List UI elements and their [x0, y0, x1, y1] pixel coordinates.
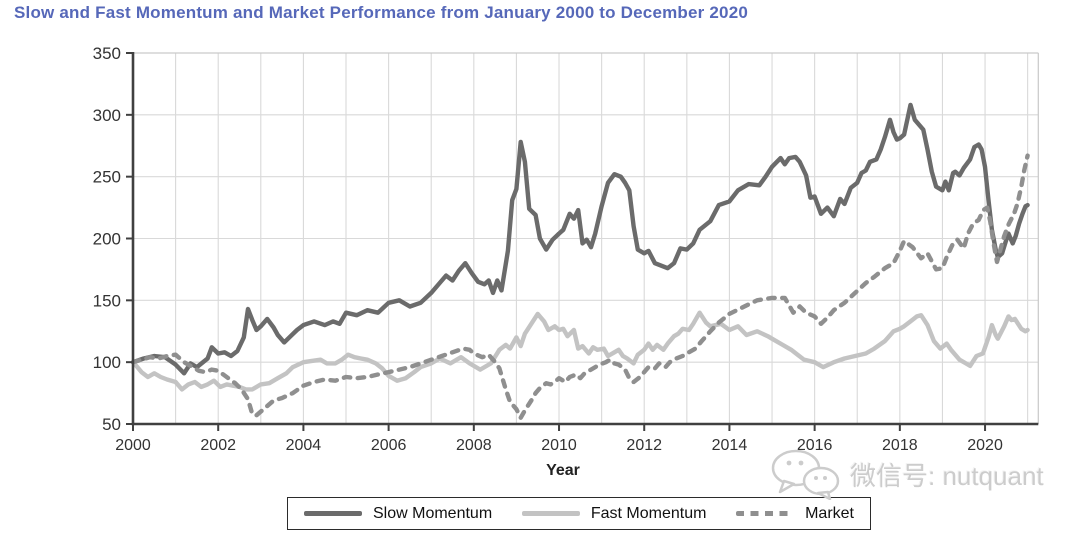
slow-momentum-line-swatch [304, 511, 362, 516]
y-tick-label: 50 [102, 415, 121, 434]
x-tick-label: 2018 [882, 437, 918, 454]
x-tick-label: 2010 [541, 437, 577, 454]
legend: Slow Momentum Fast Momentum Market [287, 497, 871, 530]
axes [126, 52, 1039, 431]
legend-entry-slow-momentum: Slow Momentum [304, 505, 492, 523]
chart-title: Slow and Fast Momentum and Market Perfor… [14, 3, 749, 22]
y-tick-label: 250 [93, 168, 121, 187]
x-tick-label: 2002 [200, 437, 236, 454]
x-tick-label: 2016 [797, 437, 833, 454]
x-tick-label: 2020 [967, 437, 1003, 454]
x-axis-title: Year [546, 462, 580, 479]
series-line-slow-momentum [130, 102, 1030, 376]
series-line-market [130, 153, 1030, 420]
y-tick-label: 100 [93, 353, 121, 372]
market-line-swatch [736, 511, 795, 516]
x-tick-label: 2000 [115, 437, 151, 454]
y-tick-label: 150 [93, 291, 121, 310]
legend-entry-fast-momentum: Fast Momentum [521, 504, 707, 523]
tick-labels: 50 100 150 200 250 300 350 2000 2002 2004 2006 2008… [93, 44, 1003, 454]
y-tick-label: 300 [93, 106, 121, 125]
y-tick-label: 200 [93, 230, 121, 249]
legend-label: Fast Momentum [590, 504, 707, 522]
x-tick-label: 2006 [371, 437, 407, 454]
series-line-fast-momentum [130, 310, 1030, 392]
fast-momentum-line-swatch [521, 511, 580, 516]
legend-label: Market [805, 504, 854, 522]
legend-label: Slow Momentum [373, 504, 493, 522]
x-tick-label: 2008 [456, 437, 492, 454]
x-tick-label: 2012 [626, 437, 662, 454]
legend-entry-market: Market [736, 505, 854, 523]
data-series [130, 102, 1030, 420]
plot-border [133, 52, 1039, 424]
y-tick-label: 350 [93, 44, 121, 63]
x-tick-label: 2004 [286, 437, 322, 454]
x-tick-label: 2014 [712, 437, 748, 454]
